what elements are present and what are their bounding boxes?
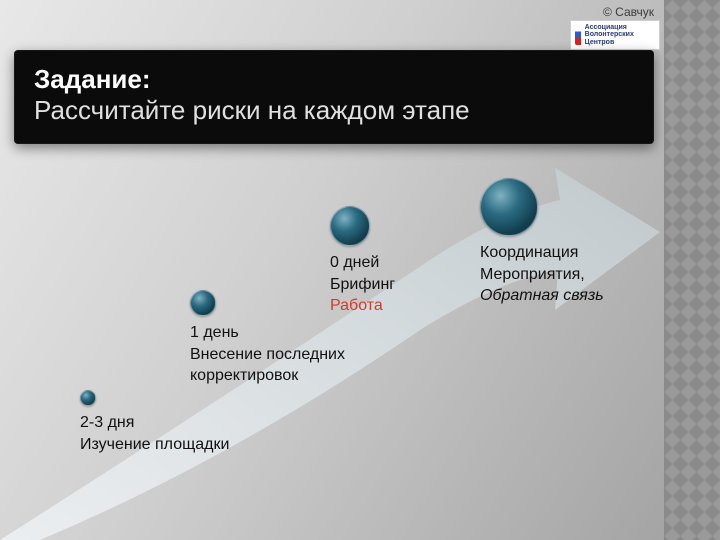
node-bullet-icon bbox=[480, 178, 538, 236]
node-label-line: Координация bbox=[480, 242, 604, 264]
node-labels: 0 днейБрифингРабота bbox=[330, 252, 395, 317]
node-1: 1 деньВнесение последнихкорректировок bbox=[190, 290, 345, 387]
node-label-line: Работа bbox=[330, 295, 395, 317]
node-label-line: Брифинг bbox=[330, 274, 395, 296]
title-bold: Задание: bbox=[34, 64, 151, 94]
node-bullet-icon bbox=[80, 390, 96, 406]
node-2: 0 днейБрифингРабота bbox=[330, 206, 395, 317]
node-labels: 2-3 дняИзучение площадки bbox=[80, 412, 229, 455]
slide: © Савчук Павел Ассоциация Волонтерских Ц… bbox=[0, 0, 720, 540]
node-labels: КоординацияМероприятия,Обратная связь bbox=[480, 242, 604, 307]
node-3: КоординацияМероприятия,Обратная связь bbox=[480, 178, 604, 307]
title-bar: Задание: Рассчитайте риски на каждом эта… bbox=[14, 50, 654, 144]
node-label-line: 2-3 дня bbox=[80, 412, 229, 434]
node-label-line: Мероприятия, bbox=[480, 264, 604, 286]
node-label-line: Обратная связь bbox=[480, 285, 604, 307]
node-label-line: Внесение последних bbox=[190, 344, 345, 366]
node-bullet-icon bbox=[190, 290, 216, 316]
node-label-line: 0 дней bbox=[330, 252, 395, 274]
node-label-line: корректировок bbox=[190, 365, 345, 387]
node-0: 2-3 дняИзучение площадки bbox=[80, 390, 229, 455]
node-bullet-icon bbox=[330, 206, 370, 246]
node-label-line: Изучение площадки bbox=[80, 434, 229, 456]
node-labels: 1 деньВнесение последнихкорректировок bbox=[190, 322, 345, 387]
logo-text: Ассоциация Волонтерских Центров bbox=[585, 24, 655, 46]
diagram: 2-3 дняИзучение площадки 1 деньВнесение п… bbox=[50, 160, 650, 520]
logo: Ассоциация Волонтерских Центров bbox=[570, 20, 660, 50]
title-rest: Рассчитайте риски на каждом этапе bbox=[34, 95, 634, 126]
logo-flag-icon bbox=[575, 25, 581, 45]
node-label-line: 1 день bbox=[190, 322, 345, 344]
